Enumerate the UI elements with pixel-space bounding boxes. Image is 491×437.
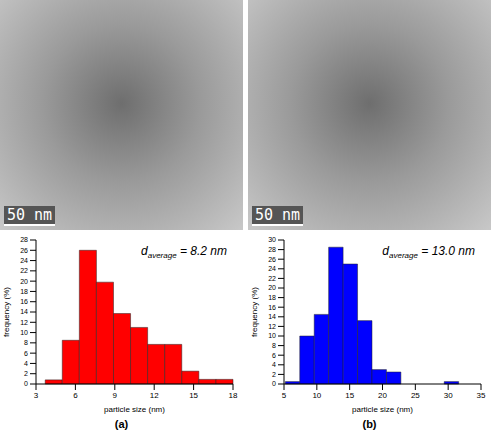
svg-text:12: 12 [20,319,28,326]
html-text:50 nm: 50 nm [7,206,53,224]
svg-text:12: 12 [150,391,159,400]
svg-text:26: 26 [20,247,28,254]
svg-text:30: 30 [268,236,276,243]
html-text:daverage = 8.2 nm: daverage = 8.2 nm [141,244,227,261]
svg-text:20: 20 [378,391,387,400]
svg-text:24: 24 [268,265,276,272]
svg-text:16: 16 [20,298,28,305]
svg-text:12: 12 [268,323,276,330]
html-text:daverage = 13.0 nm: daverage = 13.0 nm [382,244,475,261]
html-text:(b): (b) [362,418,377,430]
svg-text:24: 24 [20,257,28,264]
svg-text:15: 15 [189,391,198,400]
svg-text:35: 35 [477,391,486,400]
svg-text:frequency (%): frequency (%) [2,287,11,337]
svg-text:particle size (nm): particle size (nm) [352,405,413,414]
svg-text:4: 4 [272,361,276,368]
svg-text:5: 5 [282,391,287,400]
svg-text:0: 0 [272,380,276,387]
svg-text:18: 18 [229,391,238,400]
svg-text:25: 25 [411,391,420,400]
svg-text:2: 2 [24,370,28,377]
svg-text:30: 30 [444,391,453,400]
svg-text:14: 14 [20,308,28,315]
svg-text:particle size (nm): particle size (nm) [104,405,165,414]
svg-text:18: 18 [20,288,28,295]
svg-text:8: 8 [24,339,28,346]
svg-text:8: 8 [272,342,276,349]
svg-text:16: 16 [268,304,276,311]
svg-text:15: 15 [345,391,354,400]
svg-text:4: 4 [24,360,28,367]
svg-text:20: 20 [20,278,28,285]
html-text:(a): (a) [114,418,129,430]
svg-text:10: 10 [20,329,28,336]
svg-text:22: 22 [268,275,276,282]
svg-text:14: 14 [268,313,276,320]
html-text:50 nm: 50 nm [255,206,301,224]
svg-text:22: 22 [20,267,28,274]
svg-text:10: 10 [312,391,321,400]
svg-text:0: 0 [24,380,28,387]
svg-text:3: 3 [34,391,39,400]
svg-text:20: 20 [268,284,276,291]
svg-text:9: 9 [113,391,118,400]
svg-text:18: 18 [268,294,276,301]
svg-text:10: 10 [268,332,276,339]
svg-text:28: 28 [268,246,276,253]
svg-text:6: 6 [24,350,28,357]
svg-text:2: 2 [272,371,276,378]
svg-text:frequency (%): frequency (%) [250,287,259,337]
svg-text:6: 6 [272,352,276,359]
svg-text:26: 26 [268,256,276,263]
svg-text:6: 6 [73,391,78,400]
svg-text:28: 28 [20,236,28,243]
